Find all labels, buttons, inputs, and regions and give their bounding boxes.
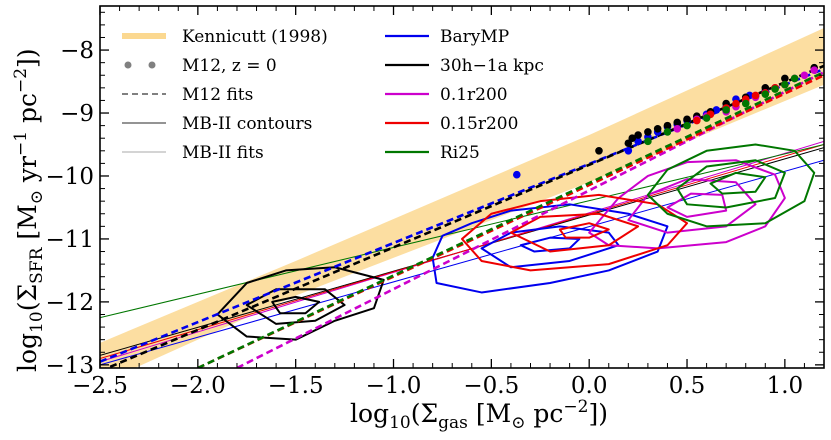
m12-point-0.15r200-0: [693, 116, 701, 125]
kennicutt-band: [100, 28, 824, 368]
legend-entry-8: 0.15r200: [385, 114, 518, 134]
legend-entry-7: 0.1r200: [385, 85, 508, 105]
m12-point-30h-1a kpc-5: [653, 124, 662, 133]
m12-point-Ri25-0: [644, 137, 652, 146]
m12-point-Ri25-1: [663, 128, 672, 136]
legend-entry-2: M12 fits: [122, 85, 253, 105]
m12-point-30h-1a kpc-3: [634, 131, 642, 139]
legend-entry-0: Kennicutt (1998): [122, 27, 328, 47]
m12-point-30h-1a kpc-8: [683, 115, 691, 124]
legend-entry-3: MB-II contours: [122, 114, 312, 134]
m12-point-30h-1a kpc-7: [673, 118, 682, 127]
m12-point-Ri25-4: [722, 106, 730, 114]
x-tick-label: −0.5: [463, 373, 519, 399]
legend-swatch: [124, 61, 132, 69]
legend-label: Kennicutt (1998): [182, 27, 328, 47]
m12-point-BaryMP-0: [512, 170, 521, 179]
legend-label: M12 fits: [182, 85, 253, 105]
m12-point-30h-1a kpc-0: [595, 147, 603, 155]
contour-Ri25-2: [709, 171, 767, 195]
legend-entry-4: MB-II fits: [122, 143, 264, 163]
legend-entry-1: M12, z = 0: [124, 56, 277, 76]
contour-BaryMP-0: [431, 203, 669, 294]
y-axis-title: log10(ΣSFR [M⊙ yr−1 pc−2]): [11, 48, 47, 372]
m12-point-0.1r200-0: [673, 124, 682, 133]
m12-point-BaryMP-10: [712, 106, 721, 114]
x-tick-label: 0.5: [669, 373, 706, 399]
y-tick-label: −11: [45, 227, 94, 253]
m12-point-0.15r200-5: [751, 91, 760, 100]
legend-entry-6: 30h−1a kpc: [385, 56, 544, 76]
m12-point-Ri25-9: [790, 74, 799, 83]
legend: Kennicutt (1998) M12, z = 0 M12 fits MB-II …: [122, 27, 544, 163]
contour-30h-1a kpc-2: [271, 295, 321, 315]
x-tick-label: 1.0: [767, 373, 804, 399]
x-tick-label: −2.0: [170, 373, 226, 399]
m12-point-30h-1a kpc-6: [663, 121, 672, 130]
legend-entry-9: Ri25: [385, 143, 480, 163]
m12-point-30h-1a kpc-14: [781, 74, 789, 83]
x-axis-title: log10(Σgas [M⊙ pc−2]): [350, 397, 608, 433]
legend-swatch: [148, 61, 156, 69]
x-tick-label: 0.0: [571, 373, 608, 399]
contour-0.15r200-1: [509, 212, 640, 253]
m12-point-30h-1a kpc-4: [644, 128, 652, 136]
y-tick-label: −9: [60, 101, 94, 127]
m12-point-0.1r200-11: [800, 71, 809, 80]
legend-label: MB-II contours: [182, 114, 312, 134]
m12-point-BaryMP-1: [624, 147, 633, 155]
contour-BaryMP-1: [480, 225, 620, 269]
x-tick-label: −1.5: [268, 373, 324, 399]
plot-frame: [99, 5, 825, 369]
legend-entry-5: BaryMP: [385, 27, 509, 47]
x-tick-label: −1.0: [366, 373, 422, 399]
legend-label: BaryMP: [440, 27, 509, 47]
m12-point-30h-1a kpc-2: [628, 134, 637, 143]
x-tick-label: −2.5: [72, 373, 128, 399]
m12-fit-Ri25: [197, 70, 824, 368]
contour-Ri25-1: [676, 159, 786, 209]
legend-label: Ri25: [440, 143, 480, 163]
m12-point-Ri25-2: [683, 121, 691, 130]
contour-0.15r200-2: [558, 222, 610, 239]
m12-point-0.1r200-12: [810, 66, 819, 75]
contour-Ri25-0: [646, 143, 816, 228]
m12-point-0.15r200-3: [732, 99, 740, 108]
contour-0.15r200-0: [461, 193, 689, 272]
legend-label: 0.1r200: [440, 85, 508, 105]
plot-area: [100, 28, 824, 368]
axis-ticks: −2.5 −2.0 −1.5 −1.0 −0.5 0.0 0.5 1.0 −13 −12 −11 −1…: [45, 6, 824, 399]
y-tick-label: −8: [60, 38, 94, 64]
contour-0.1r200-1: [627, 178, 757, 234]
legend-label: M12, z = 0: [182, 56, 277, 76]
m12-point-BaryMP-2: [634, 137, 642, 146]
mb2-fit-Ri25: [100, 144, 824, 319]
contour-30h-1a kpc-0: [216, 266, 385, 341]
mb2-fit-0.15r200: [100, 144, 824, 360]
m12-point-Ri25-8: [781, 80, 789, 89]
m12-point-Ri25-7: [771, 85, 779, 93]
contour-BaryMP-2: [519, 236, 581, 253]
legend-label: 0.15r200: [440, 114, 518, 134]
y-tick-label: −10: [45, 164, 94, 190]
m12-point-Ri25-3: [702, 114, 711, 122]
m12-point-Ri25-5: [741, 99, 750, 108]
contour-0.1r200-2: [666, 192, 728, 218]
y-tick-label: −12: [45, 290, 94, 316]
y-tick-label: −13: [45, 353, 94, 379]
legend-label: 30h−1a kpc: [440, 56, 544, 76]
m12-point-Ri25-6: [761, 90, 770, 98]
legend-label: MB-II fits: [182, 143, 264, 163]
